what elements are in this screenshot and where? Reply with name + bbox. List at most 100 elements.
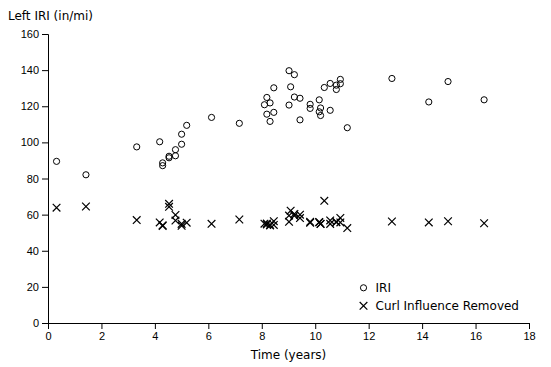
tick-label: 10 xyxy=(310,330,322,342)
marks xyxy=(53,68,488,232)
point xyxy=(297,95,303,101)
tick-mark xyxy=(42,251,48,252)
point xyxy=(172,147,178,153)
point xyxy=(343,224,351,232)
tick: 18 xyxy=(523,323,535,342)
point xyxy=(267,100,273,106)
tick: 120 xyxy=(21,100,48,112)
axis-line xyxy=(42,35,49,324)
point xyxy=(165,200,173,208)
tick-mark xyxy=(155,323,156,329)
point xyxy=(307,105,313,111)
point xyxy=(317,220,325,228)
point xyxy=(160,163,166,169)
tick-mark xyxy=(422,323,423,329)
tick: 10 xyxy=(310,323,322,342)
point xyxy=(270,217,278,225)
point xyxy=(326,220,334,228)
tick-label: 8 xyxy=(259,330,265,342)
tick-mark xyxy=(42,70,48,71)
tick-label: 0 xyxy=(33,317,39,329)
tick-mark xyxy=(42,323,48,324)
point xyxy=(337,214,345,222)
x-axis-title: Time (years) xyxy=(250,348,327,362)
point xyxy=(208,220,216,228)
tick: 0 xyxy=(33,317,48,329)
tick: 80 xyxy=(27,173,48,185)
tick-label: 140 xyxy=(21,64,39,76)
point xyxy=(327,107,333,113)
tick: 0 xyxy=(45,323,51,342)
point xyxy=(53,158,59,164)
tick-mark xyxy=(208,323,209,329)
point xyxy=(157,139,163,145)
tick-label: 120 xyxy=(21,100,39,112)
series xyxy=(53,68,487,178)
point xyxy=(286,102,292,108)
tick: 12 xyxy=(363,323,375,342)
tick: 16 xyxy=(470,323,482,342)
point xyxy=(317,112,323,118)
legend-item: IRI xyxy=(360,281,391,295)
point xyxy=(82,203,90,211)
point xyxy=(316,97,322,103)
point xyxy=(179,141,185,147)
point xyxy=(267,118,273,124)
x-axis: 024681012141618 xyxy=(45,323,535,342)
point xyxy=(53,204,61,212)
point xyxy=(388,218,396,226)
tick-mark xyxy=(476,323,477,329)
point xyxy=(333,86,339,92)
point xyxy=(327,80,333,86)
point xyxy=(184,122,190,128)
point xyxy=(306,218,314,226)
tick: 6 xyxy=(206,323,212,342)
legend-marker xyxy=(360,302,368,310)
point xyxy=(426,99,432,105)
point xyxy=(159,222,167,230)
tick: 8 xyxy=(259,323,265,342)
point xyxy=(264,111,270,117)
point xyxy=(297,117,303,123)
point xyxy=(83,172,89,178)
legend: IRICurl Influence Removed xyxy=(360,281,519,313)
point xyxy=(445,78,451,84)
point xyxy=(481,97,487,103)
point xyxy=(337,219,345,227)
tick-label: 6 xyxy=(206,330,212,342)
tick-label: 0 xyxy=(45,330,51,342)
point xyxy=(317,105,323,111)
tick: 20 xyxy=(27,281,48,293)
point xyxy=(317,220,325,228)
point xyxy=(337,81,343,87)
point xyxy=(236,120,242,126)
tick: 60 xyxy=(27,209,48,221)
point xyxy=(179,131,185,137)
point xyxy=(444,217,452,225)
point xyxy=(134,144,140,150)
y-axis: 0 20 40 60 80 100 120 140 160 xyxy=(21,28,49,329)
point xyxy=(270,221,278,229)
legend-label: IRI xyxy=(376,281,391,295)
legend-marker xyxy=(360,285,366,291)
tick-mark xyxy=(42,215,48,216)
point xyxy=(425,219,433,227)
y-axis-title: Left IRI (in/mi) xyxy=(8,9,93,23)
tick: 100 xyxy=(21,136,48,148)
point xyxy=(166,153,172,159)
point xyxy=(291,72,297,78)
point xyxy=(306,219,314,227)
point xyxy=(480,219,488,227)
tick-label: 40 xyxy=(27,245,39,257)
tick-label: 160 xyxy=(21,28,39,40)
tick: 40 xyxy=(27,245,48,257)
point xyxy=(389,75,395,81)
tick-mark xyxy=(42,287,48,288)
point xyxy=(271,85,277,91)
tick-label: 60 xyxy=(27,209,39,221)
point xyxy=(344,125,350,131)
point xyxy=(316,109,322,115)
point xyxy=(208,114,214,120)
tick-label: 2 xyxy=(99,330,105,342)
point xyxy=(133,216,141,224)
